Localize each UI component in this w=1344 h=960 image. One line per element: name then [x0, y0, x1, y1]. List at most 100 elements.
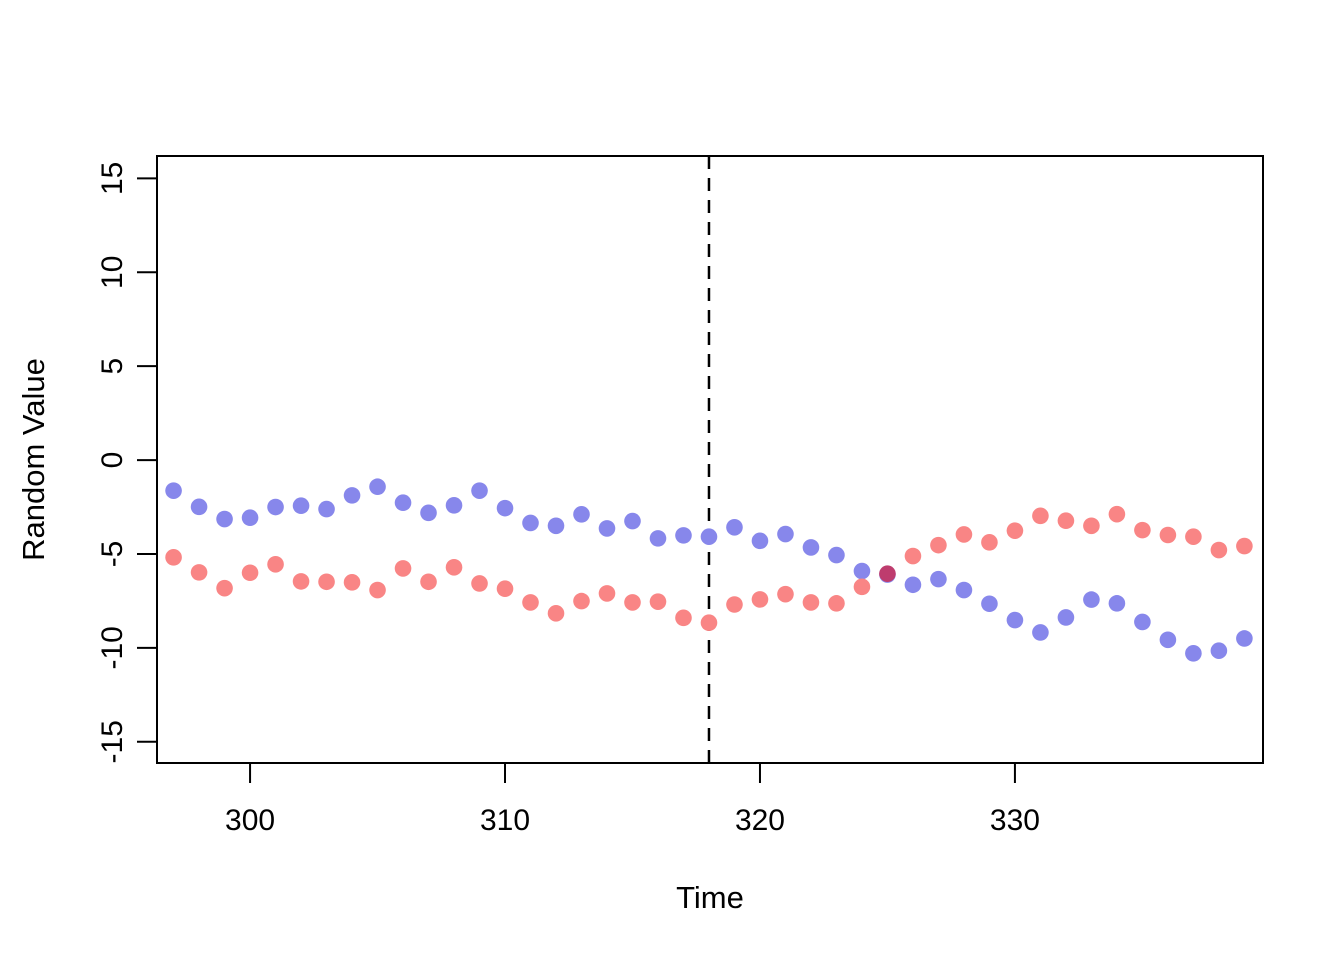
y-tick-label: 15 [96, 162, 129, 195]
data-point-blue [190, 498, 208, 516]
data-point-red [522, 594, 539, 611]
data-point-blue [726, 518, 743, 536]
data-point-blue [1210, 642, 1228, 659]
data-point-blue [1006, 611, 1024, 629]
data-point-blue [777, 525, 794, 543]
data-point-red [216, 579, 233, 597]
data-point-red [700, 614, 718, 632]
x-tick-label: 320 [735, 804, 785, 837]
data-point-blue [700, 528, 718, 545]
data-point-blue [267, 498, 284, 516]
data-point-blue [904, 576, 922, 594]
data-point-red [573, 592, 590, 610]
data-point-red [292, 573, 310, 590]
data-point-blue [496, 499, 514, 517]
data-point-red [930, 536, 947, 554]
data-point-red [1032, 507, 1049, 525]
y-tick-label: 10 [96, 256, 129, 289]
data-point-blue [1108, 595, 1126, 612]
data-point-red [394, 560, 412, 577]
data-point-red [955, 526, 973, 543]
y-tick-label: 0 [96, 452, 129, 469]
data-point-blue [955, 581, 973, 599]
data-point-red [420, 573, 437, 591]
data-point-red [1006, 522, 1024, 539]
data-point-red [241, 564, 259, 582]
data-point-blue [522, 514, 539, 532]
data-point-red [445, 559, 463, 576]
data-point-blue [420, 504, 437, 522]
data-point-red [369, 581, 386, 599]
data-point-red [1108, 505, 1126, 523]
y-tick-label: -15 [96, 720, 129, 763]
x-tick-label: 300 [225, 804, 275, 837]
data-point-red [190, 564, 208, 581]
data-point-red [649, 593, 667, 610]
data-point-blue [471, 482, 488, 499]
data-point-blue [649, 530, 667, 547]
data-point-red [802, 594, 820, 611]
data-point-blue [853, 562, 871, 580]
data-point-blue [1236, 630, 1253, 647]
data-point-blue [369, 478, 386, 496]
data-point-blue [1032, 624, 1049, 641]
data-point-blue [828, 546, 845, 564]
data-point-blue [1185, 645, 1202, 662]
data-point-blue [1057, 609, 1075, 626]
data-point-blue [751, 532, 769, 550]
data-point-red [598, 585, 616, 602]
data-point-red [624, 594, 641, 611]
x-tick-label: 330 [990, 804, 1040, 837]
data-point-red [471, 575, 488, 592]
data-point-red [318, 573, 335, 591]
data-point-red [1083, 517, 1100, 535]
data-point-red [496, 580, 514, 598]
data-point-red [547, 605, 565, 622]
data-point-blue [1159, 631, 1177, 649]
overlap-point [879, 565, 896, 582]
data-point-blue [598, 520, 616, 537]
data-point-blue [802, 539, 820, 556]
y-axis-title: Random Value [16, 358, 51, 561]
data-point-blue [547, 517, 565, 535]
data-point-blue [624, 512, 641, 530]
data-point-red [1236, 537, 1253, 555]
data-point-red [267, 555, 284, 573]
data-point-red [981, 534, 998, 551]
data-point-blue [394, 494, 412, 511]
data-point-blue [445, 497, 463, 514]
data-point-red [726, 596, 743, 613]
y-tick-label: -10 [96, 626, 129, 669]
data-point-red [751, 591, 769, 608]
x-axis-title: Time [676, 880, 744, 915]
data-point-red [165, 549, 182, 566]
x-tick-label: 310 [480, 804, 530, 837]
data-point-blue [981, 595, 998, 613]
data-point-blue [675, 527, 692, 544]
data-point-blue [292, 497, 310, 515]
data-point-red [675, 609, 692, 627]
data-point-red [1057, 512, 1075, 530]
data-point-red [828, 595, 845, 612]
data-point-blue [1134, 613, 1151, 631]
data-point-red [1134, 521, 1151, 539]
data-point-red [777, 585, 794, 603]
data-point-red [1185, 528, 1202, 545]
y-tick-label: 5 [96, 358, 129, 375]
data-point-blue [241, 509, 259, 527]
data-point-blue [165, 482, 182, 499]
data-point-blue [216, 510, 233, 528]
data-point-blue [1083, 591, 1100, 608]
data-point-red [1159, 526, 1177, 544]
data-point-red [904, 547, 922, 565]
data-point-blue [573, 506, 590, 523]
data-point-red [343, 574, 361, 591]
data-point-blue [343, 487, 361, 504]
data-point-red [853, 578, 871, 596]
y-tick-label: -5 [96, 541, 129, 568]
data-point-red [1210, 541, 1228, 559]
data-point-blue [930, 570, 947, 588]
data-point-blue [318, 500, 335, 518]
